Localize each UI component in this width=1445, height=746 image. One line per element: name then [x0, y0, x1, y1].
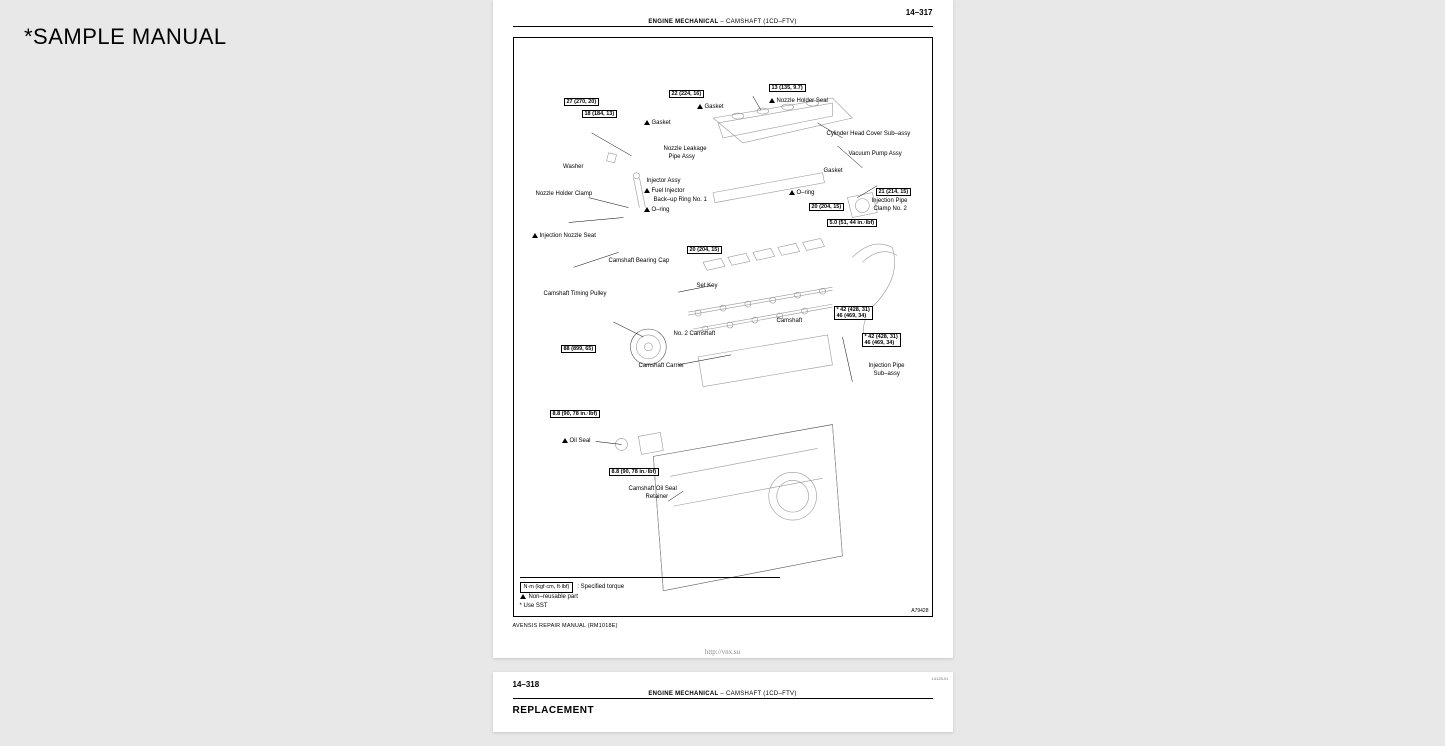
label-fuel-injector: Fuel Injector — [644, 188, 685, 195]
triangle-icon — [520, 594, 526, 599]
manual-footer: AVENSIS REPAIR MANUAL (RM1018E) — [513, 623, 933, 629]
label-camshaft-carrier: Camshaft Carrier — [639, 363, 685, 370]
torque-21: 21 (214, 15) — [876, 188, 912, 196]
legend-nonreusable: Non–reusable part — [529, 594, 578, 600]
label-oring1: O–ring — [644, 207, 670, 214]
manual-page-1: 14–317 ENGINE MECHANICAL – CAMSHAFT (1CD… — [493, 0, 953, 658]
label-clamp-no2: Clamp No. 2 — [874, 206, 907, 213]
label-injection-nozzle-seat: Injection Nozzle Seat — [532, 233, 596, 240]
label-camshaft: Camshaft — [777, 318, 803, 325]
page-header-2: ENGINE MECHANICAL – CAMSHAFT (1CD–FTV) — [513, 691, 933, 699]
label-nozzle-holder-clamp: Nozzle Holder Clamp — [536, 191, 593, 198]
torque-22: 22 (224, 16) — [669, 90, 705, 98]
label-camshaft-timing-pulley: Camshaft Timing Pulley — [544, 291, 607, 298]
header-subsection: – CAMSHAFT (1CD–FTV) — [720, 19, 796, 25]
legend-torque-text: : Specified torque — [577, 584, 624, 590]
torque-20a: 20 (204, 15) — [809, 203, 845, 211]
label-pipe-assy: Pipe Assy — [669, 154, 695, 161]
label-gasket1: Gasket — [697, 104, 724, 111]
label-oil-seal: Oil Seal — [562, 438, 591, 445]
torque-5: 5.0 (51, 44 in.·lbf) — [827, 219, 878, 227]
label-nozzle-leakage: Nozzle Leakage — [664, 146, 707, 153]
legend-torque-box: N·m (kgf·cm, ft·lbf) — [520, 582, 574, 594]
torque-42b: * 42 (428, 31)46 (469, 34) — [862, 333, 901, 347]
label-camshaft-oil-seal: Camshaft Oil Seal — [629, 486, 677, 493]
label-nozzle-holder-seal: Nozzle Holder Seal — [769, 98, 828, 105]
label-set-key: Set Key — [697, 283, 718, 290]
label-no2-camshaft: No. 2 Camshaft — [674, 331, 716, 338]
document-viewport: 14–317 ENGINE MECHANICAL – CAMSHAFT (1CD… — [493, 0, 953, 746]
label-injector-assy: Injector Assy — [647, 178, 681, 185]
engine-sketch — [514, 38, 932, 616]
legend-sst: * Use SST — [520, 602, 780, 610]
label-camshaft-bearing-cap: Camshaft Bearing Cap — [609, 258, 670, 265]
page-header: ENGINE MECHANICAL – CAMSHAFT (1CD–FTV) — [513, 19, 933, 27]
source-url: http://vnx.su — [705, 648, 740, 656]
exploded-diagram: 27 (270, 20) 18 (184, 13) 22 (224, 16) 1… — [513, 37, 933, 617]
torque-8a: 8.8 (90, 78 in.·lbf) — [550, 410, 601, 418]
label-injection-pipe-clamp: Injection Pipe — [872, 198, 908, 205]
header-subsection-2: – CAMSHAFT (1CD–FTV) — [720, 691, 796, 697]
sample-watermark: *SAMPLE MANUAL — [24, 24, 227, 50]
label-gasket3: Gasket — [824, 168, 843, 175]
torque-8b: 8.8 (90, 78 in.·lbf) — [609, 468, 660, 476]
label-retainer: Retainer — [646, 494, 669, 501]
label-cyl-head-cover: Cylinder Head Cover Sub–assy — [827, 131, 911, 138]
manual-page-2: 14128-01 14–318 ENGINE MECHANICAL – CAMS… — [493, 672, 953, 732]
torque-13: 13 (135, 9.7) — [769, 84, 806, 92]
label-injection-pipe-sub: Injection Pipe — [869, 363, 905, 370]
section-replacement: REPLACEMENT — [513, 705, 933, 716]
page-number-2: 14–318 — [513, 680, 933, 689]
torque-42a: * 42 (428, 31)46 (469, 34) — [834, 306, 873, 320]
header-section: ENGINE MECHANICAL — [648, 19, 718, 25]
header-section-2: ENGINE MECHANICAL — [648, 691, 718, 697]
label-vacuum-pump: Vacuum Pump Assy — [849, 151, 902, 158]
label-backup-ring: Back–up Ring No. 1 — [654, 197, 707, 204]
torque-18: 18 (184, 13) — [582, 110, 618, 118]
torque-27: 27 (270, 20) — [564, 98, 600, 106]
label-washer: Washer — [544, 164, 584, 171]
page-code: 14128-01 — [932, 676, 949, 681]
torque-20b: 20 (204, 15) — [687, 246, 723, 254]
label-sub-assy: Sub–assy — [874, 371, 900, 378]
torque-88: 88 (899, 65) — [561, 345, 597, 353]
page-number: 14–317 — [513, 8, 933, 17]
diagram-legend: N·m (kgf·cm, ft·lbf): Specified torque N… — [520, 577, 780, 610]
label-gasket2: Gasket — [644, 120, 671, 127]
figure-reference: A79428 — [911, 608, 928, 614]
label-oring2: O–ring — [789, 190, 815, 197]
